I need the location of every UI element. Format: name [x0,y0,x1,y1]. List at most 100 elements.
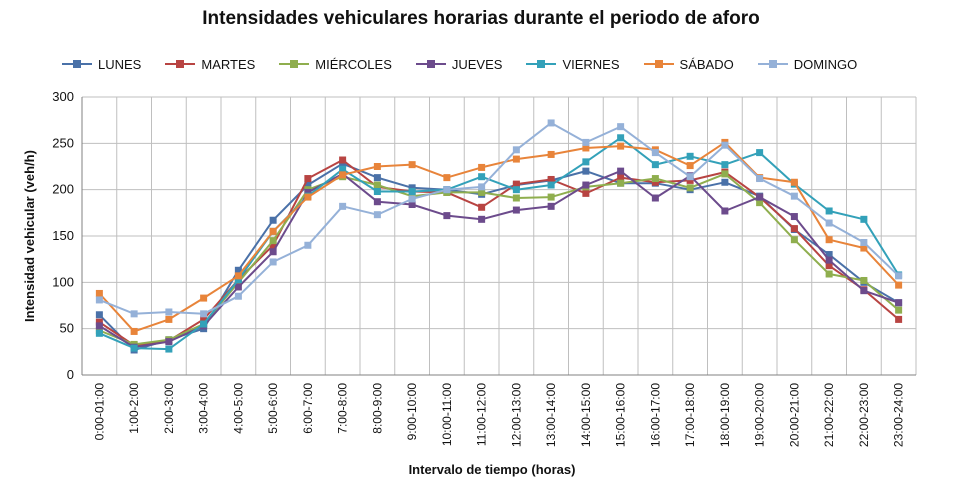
data-point [339,171,347,179]
x-tick-label: 20:00-21:00 [787,383,801,447]
data-point [617,179,625,187]
data-point [825,256,833,264]
legend-swatch [526,58,557,70]
x-tick-label: 7:00-8:00 [336,383,350,434]
data-point [339,160,347,168]
data-point [582,181,590,189]
data-point [790,178,798,186]
data-point [582,138,590,146]
x-tick-label: 17:00-18:00 [683,383,697,447]
data-point [756,149,764,157]
data-point [234,272,242,280]
x-tick-label: 19:00-20:00 [753,383,767,447]
data-point [825,251,833,259]
y-axis-label: Intensidad vehicular (veh/h) [22,150,37,322]
data-point [651,149,659,157]
data-point [269,248,277,256]
data-point [373,188,381,196]
x-tick-label: 23:00-24:00 [892,383,906,447]
x-tick-label: 3:00-4:00 [197,383,211,434]
x-tick-label: 0:00-01:00 [92,383,106,441]
data-point [547,119,555,127]
data-point [547,150,555,158]
data-point [373,174,381,182]
data-point [582,189,590,197]
data-point [304,188,312,196]
y-tick-label: 200 [52,182,74,197]
data-point [95,296,103,304]
x-tick-label: 1:00-2:00 [127,383,141,434]
series-viernes [95,134,903,353]
data-point [721,207,729,215]
data-point [895,299,903,307]
legend-item: VIERNES [526,57,620,72]
data-point [478,188,486,196]
data-point [130,327,138,335]
data-point [373,198,381,206]
data-point [200,315,208,323]
data-point [269,258,277,266]
legend-swatch [279,58,310,70]
data-point [721,178,729,186]
data-point [373,181,381,189]
data-point [478,173,486,181]
legend-label: MARTES [201,56,256,72]
data-point [443,174,451,182]
data-point [825,207,833,215]
data-point [582,158,590,166]
data-point [825,219,833,227]
data-point [95,289,103,297]
x-tick-label: 12:00-13:00 [509,383,523,447]
y-tick-label: 100 [52,274,74,289]
y-tick-label: 150 [52,228,74,243]
x-tick-label: 22:00-23:00 [857,383,871,447]
data-point [200,294,208,302]
data-point [95,329,103,337]
data-point [860,215,868,223]
data-point [200,320,208,328]
legend-item: SÁBADO [643,57,734,72]
x-tick-label: 2:00-3:00 [162,383,176,434]
data-point [269,237,277,245]
data-point [269,241,277,249]
data-point [617,142,625,150]
data-point [234,292,242,300]
data-point [617,167,625,175]
data-point [304,241,312,249]
legend-swatch [643,58,674,70]
data-point [651,161,659,169]
x-tick-label: 15:00-16:00 [614,383,628,447]
x-tick-label: 8:00-9:00 [370,383,384,434]
series-line [98,141,900,333]
data-point [408,161,416,169]
data-point [617,134,625,142]
x-tick-label: 21:00-22:00 [822,383,836,447]
data-point [547,175,555,183]
data-point [234,276,242,284]
data-point [582,167,590,175]
chart-series [95,119,903,354]
x-axis-label: Intervalo de tiempo (horas) [409,462,576,477]
data-point [686,162,694,170]
data-point [756,199,764,207]
data-point [721,161,729,169]
data-point [617,174,625,182]
data-point [512,155,520,163]
series-domingo [95,119,903,318]
data-point [165,338,173,346]
data-point [547,202,555,210]
data-point [756,175,764,183]
chart-legend: LUNES MARTES MIÉRCOLES JUEVES VIERNES SÁBADO D… [62,54,881,74]
data-point [860,244,868,252]
data-point [95,311,103,319]
legend-swatch [62,58,92,70]
data-point [339,156,347,164]
x-tick-label: 18:00-19:00 [718,383,732,447]
data-point [165,308,173,316]
data-point [686,184,694,192]
data-point [790,236,798,244]
legend-swatch [415,58,446,70]
data-point [860,238,868,246]
data-point [339,202,347,210]
x-tick-label: 6:00-7:00 [301,383,315,434]
